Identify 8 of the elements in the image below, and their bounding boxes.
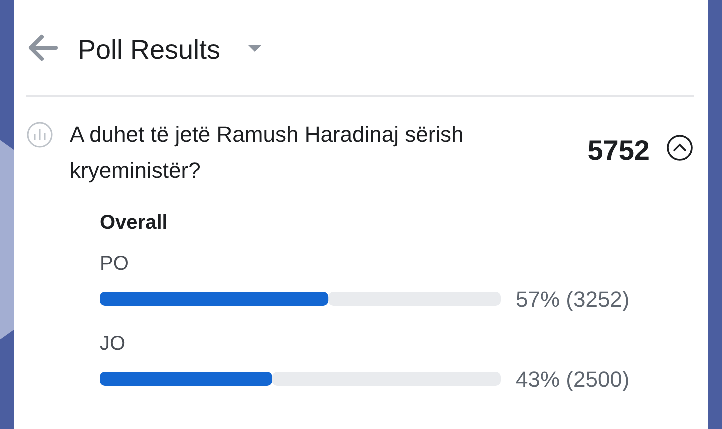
chart-subtitle: A duhet të jetë Ramush Haradinaj sërish kryeministër? xyxy=(70,122,464,183)
y-tick-label: PO xyxy=(100,253,129,275)
annotation: Overall xyxy=(100,212,168,234)
text: 5752 xyxy=(588,135,650,166)
chart-title: Poll Results xyxy=(78,35,221,65)
data-label: 43% (2500) xyxy=(516,367,630,392)
data-label: 57% (3252) xyxy=(516,287,630,312)
y-tick-label: JO xyxy=(100,333,126,355)
